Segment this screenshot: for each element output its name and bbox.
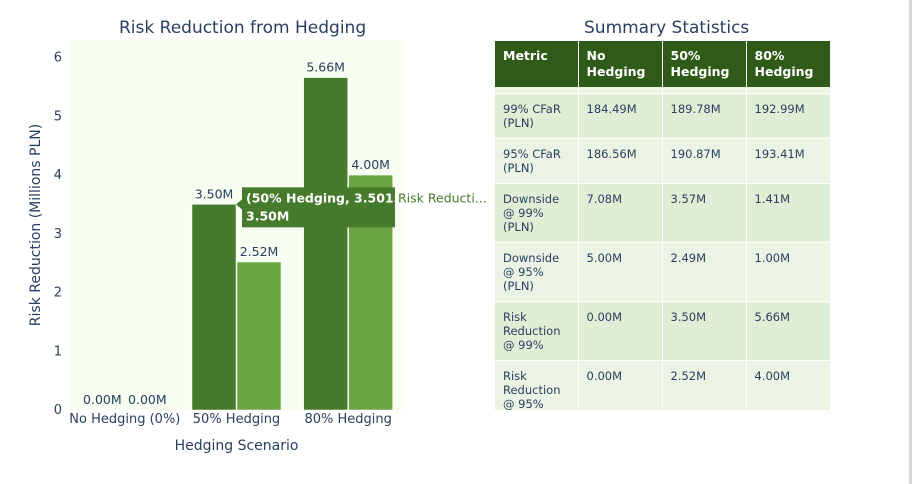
table-cell — [495, 87, 579, 94]
table-row[interactable]: Downside @ 99% (PLN) 7.08M 3.57M 1.41M — [495, 183, 830, 243]
metric-cell: 99% CFaR (PLN) — [495, 93, 579, 139]
x-tick-label: 80% Hedging — [304, 412, 391, 427]
value-cell: 4.00M — [746, 360, 830, 410]
bar-value-label: 2.52M — [240, 244, 279, 259]
bar-99[interactable] — [191, 204, 237, 411]
summary-statistics-table[interactable]: Metric No Hedging 50% Hedging 80% Hedgin… — [495, 41, 830, 410]
table-row[interactable]: Risk Reduction @ 95% 0.00M 2.52M 4.00M — [495, 360, 830, 410]
value-cell: 1.00M — [746, 242, 830, 302]
tooltip-value: 3.50M — [246, 208, 289, 223]
value-cell: 184.49M — [578, 93, 663, 139]
page-scrollbar[interactable] — [909, 0, 912, 484]
tooltip-name-box — [395, 187, 487, 209]
value-cell: 1.41M — [746, 183, 830, 243]
value-cell: 5.00M — [578, 242, 663, 302]
chart-title: Risk Reduction from Hedging — [119, 18, 367, 38]
table-row-clipped — [495, 87, 830, 94]
y-tick-label: 4 — [54, 168, 62, 183]
value-cell: 0.00M — [578, 360, 663, 410]
bar-95[interactable] — [236, 261, 282, 411]
value-cell: 192.99M — [746, 93, 830, 139]
value-cell: 2.49M — [662, 242, 747, 302]
value-cell: 2.52M — [662, 360, 747, 410]
metric-cell: Risk Reduction @ 95% — [495, 360, 579, 410]
table-cell — [578, 87, 663, 94]
table-row[interactable]: 95% CFaR (PLN) 186.56M 190.87M 193.41M — [495, 138, 830, 184]
table-header-row: Metric No Hedging 50% Hedging 80% Hedgin… — [495, 41, 830, 87]
header-50-hedging[interactable]: 50% Hedging — [662, 41, 747, 87]
bar-value-label: 0.00M — [128, 392, 167, 407]
header-no-hedging[interactable]: No Hedging — [578, 41, 663, 87]
value-cell: 7.08M — [578, 183, 663, 243]
value-cell: 186.56M — [578, 138, 663, 184]
tooltip-series-name: Risk Reducti... — [398, 190, 487, 205]
bar-value-label: 5.66M — [306, 60, 345, 75]
y-tick-label: 2 — [54, 286, 62, 301]
value-cell: 3.50M — [662, 301, 747, 361]
header-metric[interactable]: Metric — [495, 41, 579, 87]
value-cell: 189.78M — [662, 93, 747, 139]
tooltip-coordinates: (50% Hedging, 3.501529) — [246, 190, 425, 205]
table-row[interactable]: Downside @ 95% (PLN) 5.00M 2.49M 1.00M — [495, 242, 830, 302]
y-tick-label: 0 — [54, 403, 62, 418]
table-row[interactable]: Risk Reduction @ 99% 0.00M 3.50M 5.66M — [495, 301, 830, 361]
bar-value-label: 4.00M — [351, 157, 390, 172]
y-tick-label: 6 — [54, 51, 62, 66]
x-tick-label: No Hedging (0%) — [69, 412, 180, 427]
metric-cell: Downside @ 95% (PLN) — [495, 242, 579, 302]
metric-cell: Downside @ 99% (PLN) — [495, 183, 579, 243]
value-cell: 5.66M — [746, 301, 830, 361]
y-axis-title: Risk Reduction (Millions PLN) — [28, 124, 44, 326]
value-cell: 193.41M — [746, 138, 830, 184]
hover-tooltip — [242, 187, 395, 228]
value-cell: 0.00M — [578, 301, 663, 361]
bar-value-label: 0.00M — [83, 392, 122, 407]
y-tick-label: 1 — [54, 344, 62, 359]
y-tick-label: 5 — [54, 109, 62, 124]
y-tick-label: 3 — [54, 227, 62, 242]
x-axis-title: Hedging Scenario — [175, 438, 299, 454]
metric-cell: Risk Reduction @ 99% — [495, 301, 579, 361]
x-tick-label: 50% Hedging — [193, 412, 280, 427]
table-title: Summary Statistics — [584, 18, 750, 38]
value-cell: 3.57M — [662, 183, 747, 243]
table-cell — [662, 87, 747, 94]
table-cell — [746, 87, 830, 94]
metric-cell: 95% CFaR (PLN) — [495, 138, 579, 184]
table-row[interactable]: 99% CFaR (PLN) 184.49M 189.78M 192.99M — [495, 93, 830, 139]
tooltip-pointer — [236, 199, 242, 210]
bar-99[interactable] — [303, 77, 348, 411]
header-80-hedging[interactable]: 80% Hedging — [746, 41, 830, 87]
bar-value-label: 3.50M — [195, 186, 234, 201]
value-cell: 190.87M — [662, 138, 747, 184]
